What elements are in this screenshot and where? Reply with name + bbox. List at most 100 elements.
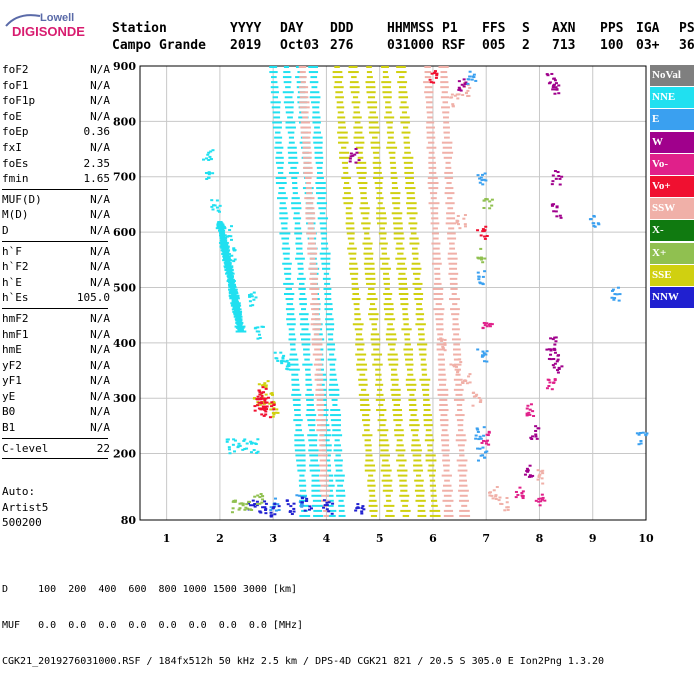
point-mark-ssw (479, 401, 483, 404)
trace-mark-ssw (444, 176, 454, 179)
point-mark-ssw (492, 489, 496, 492)
point-mark-nne (286, 363, 290, 366)
point-mark-vo+ (261, 405, 265, 408)
trace-mark-nne (323, 287, 332, 290)
trace-mark-sse (412, 272, 421, 275)
trace-mark-ssw (315, 393, 325, 396)
trace-mark-nne (275, 161, 284, 164)
trace-mark-sse (337, 141, 349, 144)
trace-mark-ssw (450, 308, 460, 311)
trace-mark-nne (279, 232, 291, 235)
point-mark-ssw (443, 338, 447, 341)
param-value: N/A (90, 405, 110, 419)
trace-mark-sse (373, 348, 380, 351)
trace-mark-nne (283, 267, 291, 270)
trace-mark-nne (228, 277, 234, 280)
trace-mark-nne (289, 353, 298, 356)
trace-mark-ssw (424, 76, 432, 79)
point-mark-nnw (325, 508, 329, 511)
point-mark-x+ (240, 502, 244, 505)
trace-mark-sse (365, 459, 374, 462)
trace-mark-sse (393, 232, 404, 235)
trace-mark-sse (369, 509, 378, 512)
point-mark-x+ (238, 507, 242, 510)
trace-mark-ssw (441, 106, 450, 109)
trace-mark-sse (383, 277, 390, 280)
trace-mark-nne (296, 464, 306, 467)
point-mark-ssw (439, 337, 443, 340)
trace-mark-sse (409, 403, 417, 406)
trace-mark-nne (297, 277, 306, 280)
trace-mark-sse (427, 449, 433, 452)
legend-item-vo: Vo- (650, 153, 694, 175)
point-mark-nne (249, 440, 253, 443)
trace-mark-sse (391, 398, 401, 401)
trace-mark-sse (404, 343, 411, 346)
point-mark-vo+ (255, 398, 259, 401)
trace-mark-sse (413, 459, 422, 462)
point-mark-ssw (467, 375, 471, 378)
trace-mark-nne (337, 484, 344, 487)
trace-mark-sse (355, 343, 365, 346)
trace-mark-ssw (453, 348, 461, 351)
point-mark-w (557, 92, 561, 95)
point-mark-nnw (263, 506, 267, 509)
header-col-value: 100 (600, 38, 624, 53)
point-mark-ssw (537, 475, 541, 478)
trace-mark-nne (234, 318, 243, 321)
trace-mark-ssw (449, 282, 458, 285)
trace-mark-sse (385, 514, 395, 517)
trace-mark-nne (236, 320, 242, 323)
point-mark-ssw (490, 494, 494, 497)
trace-mark-nne (280, 222, 288, 225)
trace-mark-nne (228, 285, 237, 288)
trace-mark-nne (319, 252, 331, 255)
trace-mark-nne (324, 293, 332, 295)
point-mark-w (348, 157, 352, 160)
trace-mark-nne (338, 514, 346, 517)
trace-mark-nne (222, 251, 230, 254)
trace-mark-sse (383, 96, 392, 99)
trace-mark-nne (307, 434, 318, 437)
trace-mark-nne (218, 241, 229, 244)
point-mark-x+ (490, 204, 494, 207)
trace-mark-nne (282, 252, 290, 255)
trace-mark-ssw (299, 106, 310, 109)
trace-mark-ssw (434, 277, 441, 280)
point-mark-nne (224, 237, 228, 240)
trace-mark-sse (365, 454, 373, 457)
trace-mark-sse (422, 393, 430, 396)
trace-mark-nne (303, 353, 311, 356)
trace-mark-sse (342, 166, 349, 169)
trace-mark-sse (372, 363, 383, 366)
trace-mark-ssw (427, 182, 439, 185)
point-mark-e (269, 509, 273, 512)
x-tick-label: 2 (216, 532, 224, 545)
point-mark-nnw (300, 501, 304, 504)
trace-mark-ssw (446, 217, 456, 220)
point-mark-w (457, 80, 461, 83)
trace-mark-nne (321, 449, 332, 452)
point-mark-vo+ (262, 391, 266, 394)
trace-mark-nne (290, 348, 296, 351)
trace-mark-sse (393, 419, 403, 422)
trace-mark-sse (359, 409, 371, 412)
point-mark-vo+ (263, 407, 267, 410)
trace-mark-ssw (438, 378, 447, 381)
trace-mark-sse (359, 187, 367, 190)
trace-mark-nne (311, 484, 321, 487)
point-mark-nnw (285, 499, 289, 502)
point-mark-nne (255, 330, 259, 333)
trace-mark-nne (235, 330, 247, 333)
trace-mark-nne (284, 272, 292, 275)
trace-mark-sse (370, 338, 381, 341)
point-mark-vo+ (262, 397, 266, 400)
point-mark-e (482, 360, 486, 363)
trace-mark-sse (379, 257, 390, 260)
trace-mark-sse (367, 479, 375, 482)
trace-mark-ssw (442, 116, 449, 119)
trace-mark-nne (281, 247, 291, 250)
x-tick-label: 3 (269, 532, 277, 545)
point-mark-w (534, 435, 538, 438)
logo-swoosh-icon (5, 14, 41, 27)
